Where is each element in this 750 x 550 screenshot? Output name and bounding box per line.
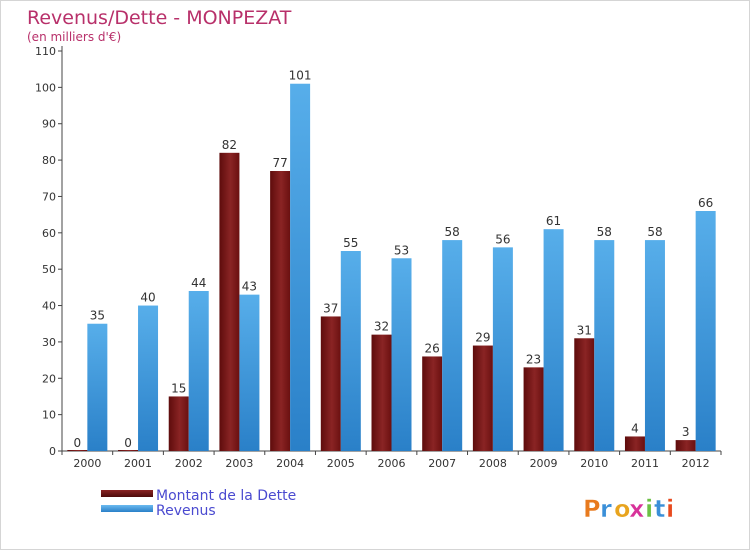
y-tick-label: 110 <box>35 45 56 58</box>
bar-debt <box>118 450 139 451</box>
bar-revenus <box>290 83 311 452</box>
value-label-revenus: 66 <box>698 196 713 210</box>
bar-revenus <box>87 323 108 451</box>
y-tick-label: 20 <box>42 372 56 385</box>
value-label-revenus: 53 <box>394 243 409 257</box>
bar-debt <box>320 316 341 451</box>
value-label-revenus: 44 <box>191 276 206 290</box>
logo-letter: i <box>645 495 653 523</box>
x-tick-label: 2000 <box>73 457 101 470</box>
bar-revenus <box>543 229 564 451</box>
bar-debt <box>523 367 544 451</box>
chart-subtitle: (en milliers d'€) <box>27 30 121 44</box>
x-tick-label: 2007 <box>428 457 456 470</box>
legend-swatch-debt <box>101 490 153 497</box>
bar-debt <box>270 171 291 451</box>
bar-revenus <box>391 258 412 451</box>
bar-revenus <box>492 247 513 451</box>
bar-debt <box>675 440 696 451</box>
logo-letter: i <box>666 495 674 523</box>
value-labels-group: 0350401544824377101375532532658295623613… <box>74 69 714 450</box>
value-label-debt: 37 <box>323 301 338 315</box>
logo-letter: r <box>600 495 612 523</box>
value-label-revenus: 43 <box>242 280 257 294</box>
x-tick-label: 2009 <box>530 457 558 470</box>
x-tick-label: 2012 <box>682 457 710 470</box>
value-label-revenus: 61 <box>546 214 561 228</box>
value-label-debt: 4 <box>631 421 639 435</box>
logo-letter: t <box>654 495 665 523</box>
legend: Montant de la Dette Revenus <box>101 488 296 519</box>
bar-revenus <box>695 211 716 451</box>
y-tick-label: 60 <box>42 227 56 240</box>
y-tick-label: 10 <box>42 409 56 422</box>
legend-swatch-revenus <box>101 505 153 512</box>
bar-revenus <box>594 240 615 451</box>
logo-letter: x <box>629 495 645 523</box>
value-label-revenus: 55 <box>343 236 358 250</box>
value-label-revenus: 40 <box>140 291 155 305</box>
bar-revenus <box>188 291 209 451</box>
value-label-debt: 0 <box>124 436 132 450</box>
value-label-debt: 26 <box>425 341 440 355</box>
x-tick-label: 2006 <box>378 457 406 470</box>
bar-debt <box>472 345 493 451</box>
chart-title: Revenus/Dette - MONPEZAT <box>27 7 292 29</box>
value-label-debt: 0 <box>74 436 82 450</box>
bar-debt <box>574 338 595 451</box>
y-tick-label: 90 <box>42 118 56 131</box>
value-label-debt: 77 <box>272 156 287 170</box>
value-label-revenus: 58 <box>647 225 662 239</box>
bar-debt <box>422 356 443 451</box>
y-tick-label: 70 <box>42 190 56 203</box>
bar-revenus <box>138 305 159 451</box>
bar-debt <box>168 396 189 451</box>
value-label-debt: 82 <box>222 138 237 152</box>
x-tick-label: 2005 <box>327 457 355 470</box>
value-label-debt: 3 <box>682 425 690 439</box>
legend-label-revenus: Revenus <box>156 503 216 519</box>
x-tick-label: 2001 <box>124 457 152 470</box>
bar-revenus <box>644 240 665 451</box>
y-tick-label: 50 <box>42 263 56 276</box>
value-label-debt: 32 <box>374 320 389 334</box>
x-tick-label: 2004 <box>276 457 304 470</box>
bar-debt <box>624 436 645 451</box>
x-tick-label: 2002 <box>175 457 203 470</box>
x-tick-label: 2003 <box>225 457 253 470</box>
y-tick-label: 0 <box>49 445 56 458</box>
logo-letter: o <box>614 495 631 523</box>
value-label-revenus: 56 <box>495 232 510 246</box>
value-label-debt: 23 <box>526 352 541 366</box>
legend-label-debt: Montant de la Dette <box>156 488 296 504</box>
bar-debt <box>67 450 88 451</box>
bar-revenus <box>239 294 260 451</box>
bar-debt <box>219 152 240 451</box>
y-tick-label: 100 <box>35 81 56 94</box>
y-tick-label: 40 <box>42 300 56 313</box>
value-label-revenus: 101 <box>289 69 312 83</box>
value-label-debt: 29 <box>475 331 490 345</box>
x-tick-label: 2011 <box>631 457 659 470</box>
bar-revenus <box>442 240 463 451</box>
value-label-revenus: 58 <box>597 225 612 239</box>
value-label-debt: 31 <box>577 323 592 337</box>
y-tick-label: 80 <box>42 154 56 167</box>
y-tick-label: 30 <box>42 336 56 349</box>
value-label-revenus: 58 <box>445 225 460 239</box>
bar-debt <box>371 334 392 451</box>
x-tick-label: 2010 <box>580 457 608 470</box>
x-tick-label: 2008 <box>479 457 507 470</box>
logo-letter: P <box>583 495 601 523</box>
bar-revenus <box>340 251 361 451</box>
value-label-revenus: 35 <box>90 309 105 323</box>
bars-group <box>67 83 716 452</box>
value-label-debt: 15 <box>171 381 186 395</box>
